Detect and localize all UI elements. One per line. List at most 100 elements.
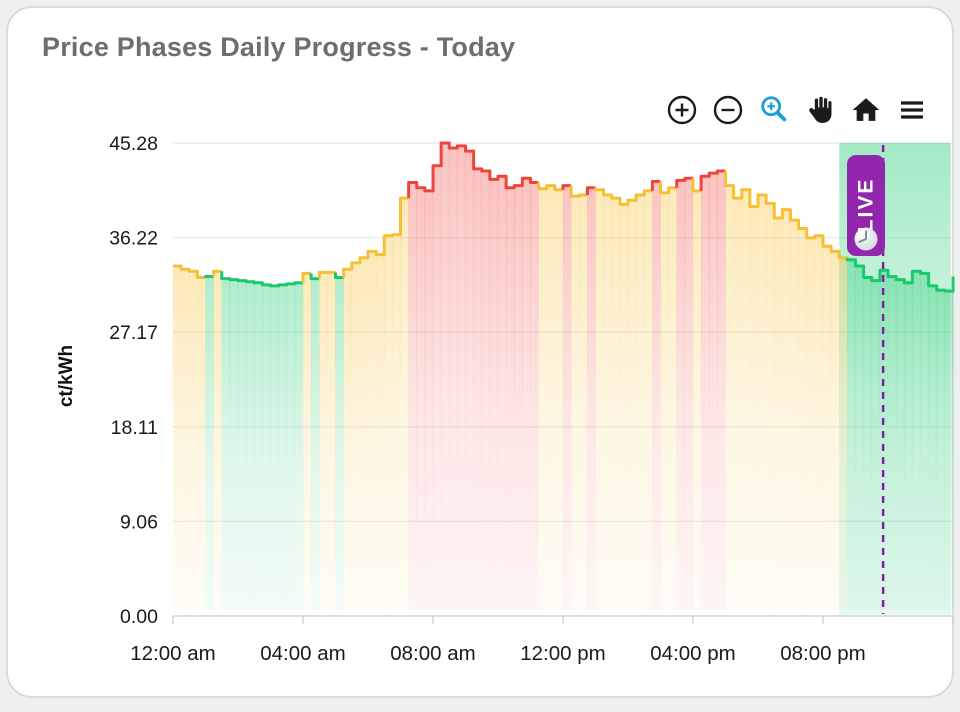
price-step-line-green <box>845 257 955 293</box>
step-fill-yellow <box>603 195 612 610</box>
step-fill-yellow <box>635 195 645 610</box>
zoom-in-button[interactable] <box>664 92 700 128</box>
step-fill-green <box>855 266 864 610</box>
step-fill-red <box>465 151 474 611</box>
y-tick-label: 9.06 <box>120 511 158 533</box>
step-fill-green <box>221 278 231 610</box>
step-fill-yellow <box>798 228 807 610</box>
step-fill-yellow <box>733 198 742 611</box>
step-fill-yellow <box>392 234 401 611</box>
step-fill-yellow <box>814 235 824 611</box>
step-fill-green <box>237 280 247 610</box>
step-fill-green <box>863 277 872 610</box>
step-fill-yellow <box>327 272 336 610</box>
step-fill-red <box>700 176 710 611</box>
step-fill-green <box>879 270 889 610</box>
step-fill-yellow <box>180 269 190 610</box>
step-fill-yellow <box>400 198 409 611</box>
step-fill-yellow <box>570 196 580 610</box>
step-fill-red <box>497 176 507 611</box>
home-button[interactable] <box>848 92 884 128</box>
step-fill-red <box>432 165 442 610</box>
step-fill-yellow <box>319 272 328 610</box>
step-fill-yellow <box>554 189 564 610</box>
step-fill-green <box>262 284 271 610</box>
step-fill-red <box>424 190 434 610</box>
step-fill-red <box>440 143 450 610</box>
step-fill-yellow <box>172 266 182 610</box>
x-tick-label: 08:00 am <box>390 642 475 665</box>
step-fill-yellow <box>611 198 621 611</box>
y-tick-label: 18.11 <box>111 417 158 439</box>
step-fill-yellow <box>197 277 206 610</box>
step-fill-red <box>717 170 726 610</box>
step-fill-yellow <box>749 206 759 610</box>
step-fill-green <box>294 282 304 610</box>
step-fill-green <box>270 285 279 610</box>
menu-icon <box>901 101 923 119</box>
menu-button[interactable] <box>894 92 930 128</box>
chart-toolbar <box>664 92 930 128</box>
step-fill-yellow <box>782 209 791 611</box>
step-fill-red <box>709 173 718 610</box>
price-step-line-red <box>699 169 726 191</box>
price-step-line-green <box>220 271 303 288</box>
step-fill-red <box>481 170 491 610</box>
step-fill-yellow <box>725 185 734 610</box>
step-fill-red <box>562 185 572 610</box>
y-tick-label: 0.00 <box>120 606 158 628</box>
step-fill-yellow <box>367 251 377 610</box>
step-fill-yellow <box>668 187 677 611</box>
step-fill-yellow <box>302 273 312 610</box>
pan-button[interactable] <box>802 92 838 128</box>
step-fill-green <box>254 282 263 610</box>
step-fill-red <box>416 187 426 611</box>
price-step-line-red <box>585 186 596 196</box>
x-tick-label: 08:00 pm <box>780 642 865 665</box>
step-fill-yellow <box>627 200 637 611</box>
step-fill-green <box>310 278 320 610</box>
price-step-line-yellow <box>173 264 206 280</box>
step-fill-red <box>514 185 523 610</box>
price-step-line-yellow <box>342 196 409 278</box>
price-phases-plot[interactable]: LIVE 45.28 36.22 27.17 18.11 9.06 0.00 12:00 am… <box>8 8 960 712</box>
step-fill-yellow <box>619 204 629 610</box>
step-fill-red <box>505 187 515 611</box>
step-fill-red <box>652 181 661 610</box>
step-fill-green <box>920 273 929 610</box>
step-fill-green <box>887 276 897 610</box>
step-fill-red <box>473 168 482 610</box>
zoom-in-icon <box>667 95 697 125</box>
step-fill-green <box>286 283 296 610</box>
step-fill-yellow <box>774 218 783 610</box>
y-tick-label: 36.22 <box>109 228 158 250</box>
step-fill-yellow <box>765 203 775 610</box>
zoom-out-button[interactable] <box>710 92 746 128</box>
price-step-line-red <box>675 176 693 188</box>
step-fill-yellow <box>692 190 702 610</box>
step-fill-red <box>676 180 686 610</box>
step-fill-yellow <box>757 195 767 610</box>
y-tick-label: 27.17 <box>109 322 158 344</box>
step-fill-green <box>335 277 344 610</box>
step-fill-yellow <box>830 251 840 610</box>
step-fill-red <box>522 178 531 610</box>
step-fill-green <box>928 285 937 610</box>
step-fill-green <box>912 271 921 610</box>
price-step-line-red <box>650 179 661 191</box>
price-step-line-yellow <box>301 271 312 283</box>
step-fill-yellow <box>384 235 393 611</box>
step-fill-green <box>229 279 239 610</box>
step-fill-yellow <box>579 195 588 610</box>
step-fill-yellow <box>189 271 198 610</box>
step-fill-green <box>904 282 913 610</box>
price-step-line-yellow <box>691 178 702 193</box>
zoom-out-icon <box>713 95 743 125</box>
zoom-select-button[interactable] <box>756 92 792 128</box>
price-step-line-yellow <box>724 170 848 260</box>
step-fill-green <box>205 276 214 610</box>
price-step-line-yellow <box>569 185 588 198</box>
price-step-line-red <box>407 141 539 199</box>
x-tick-label: 04:00 am <box>260 642 345 665</box>
step-fill-yellow <box>351 262 361 610</box>
